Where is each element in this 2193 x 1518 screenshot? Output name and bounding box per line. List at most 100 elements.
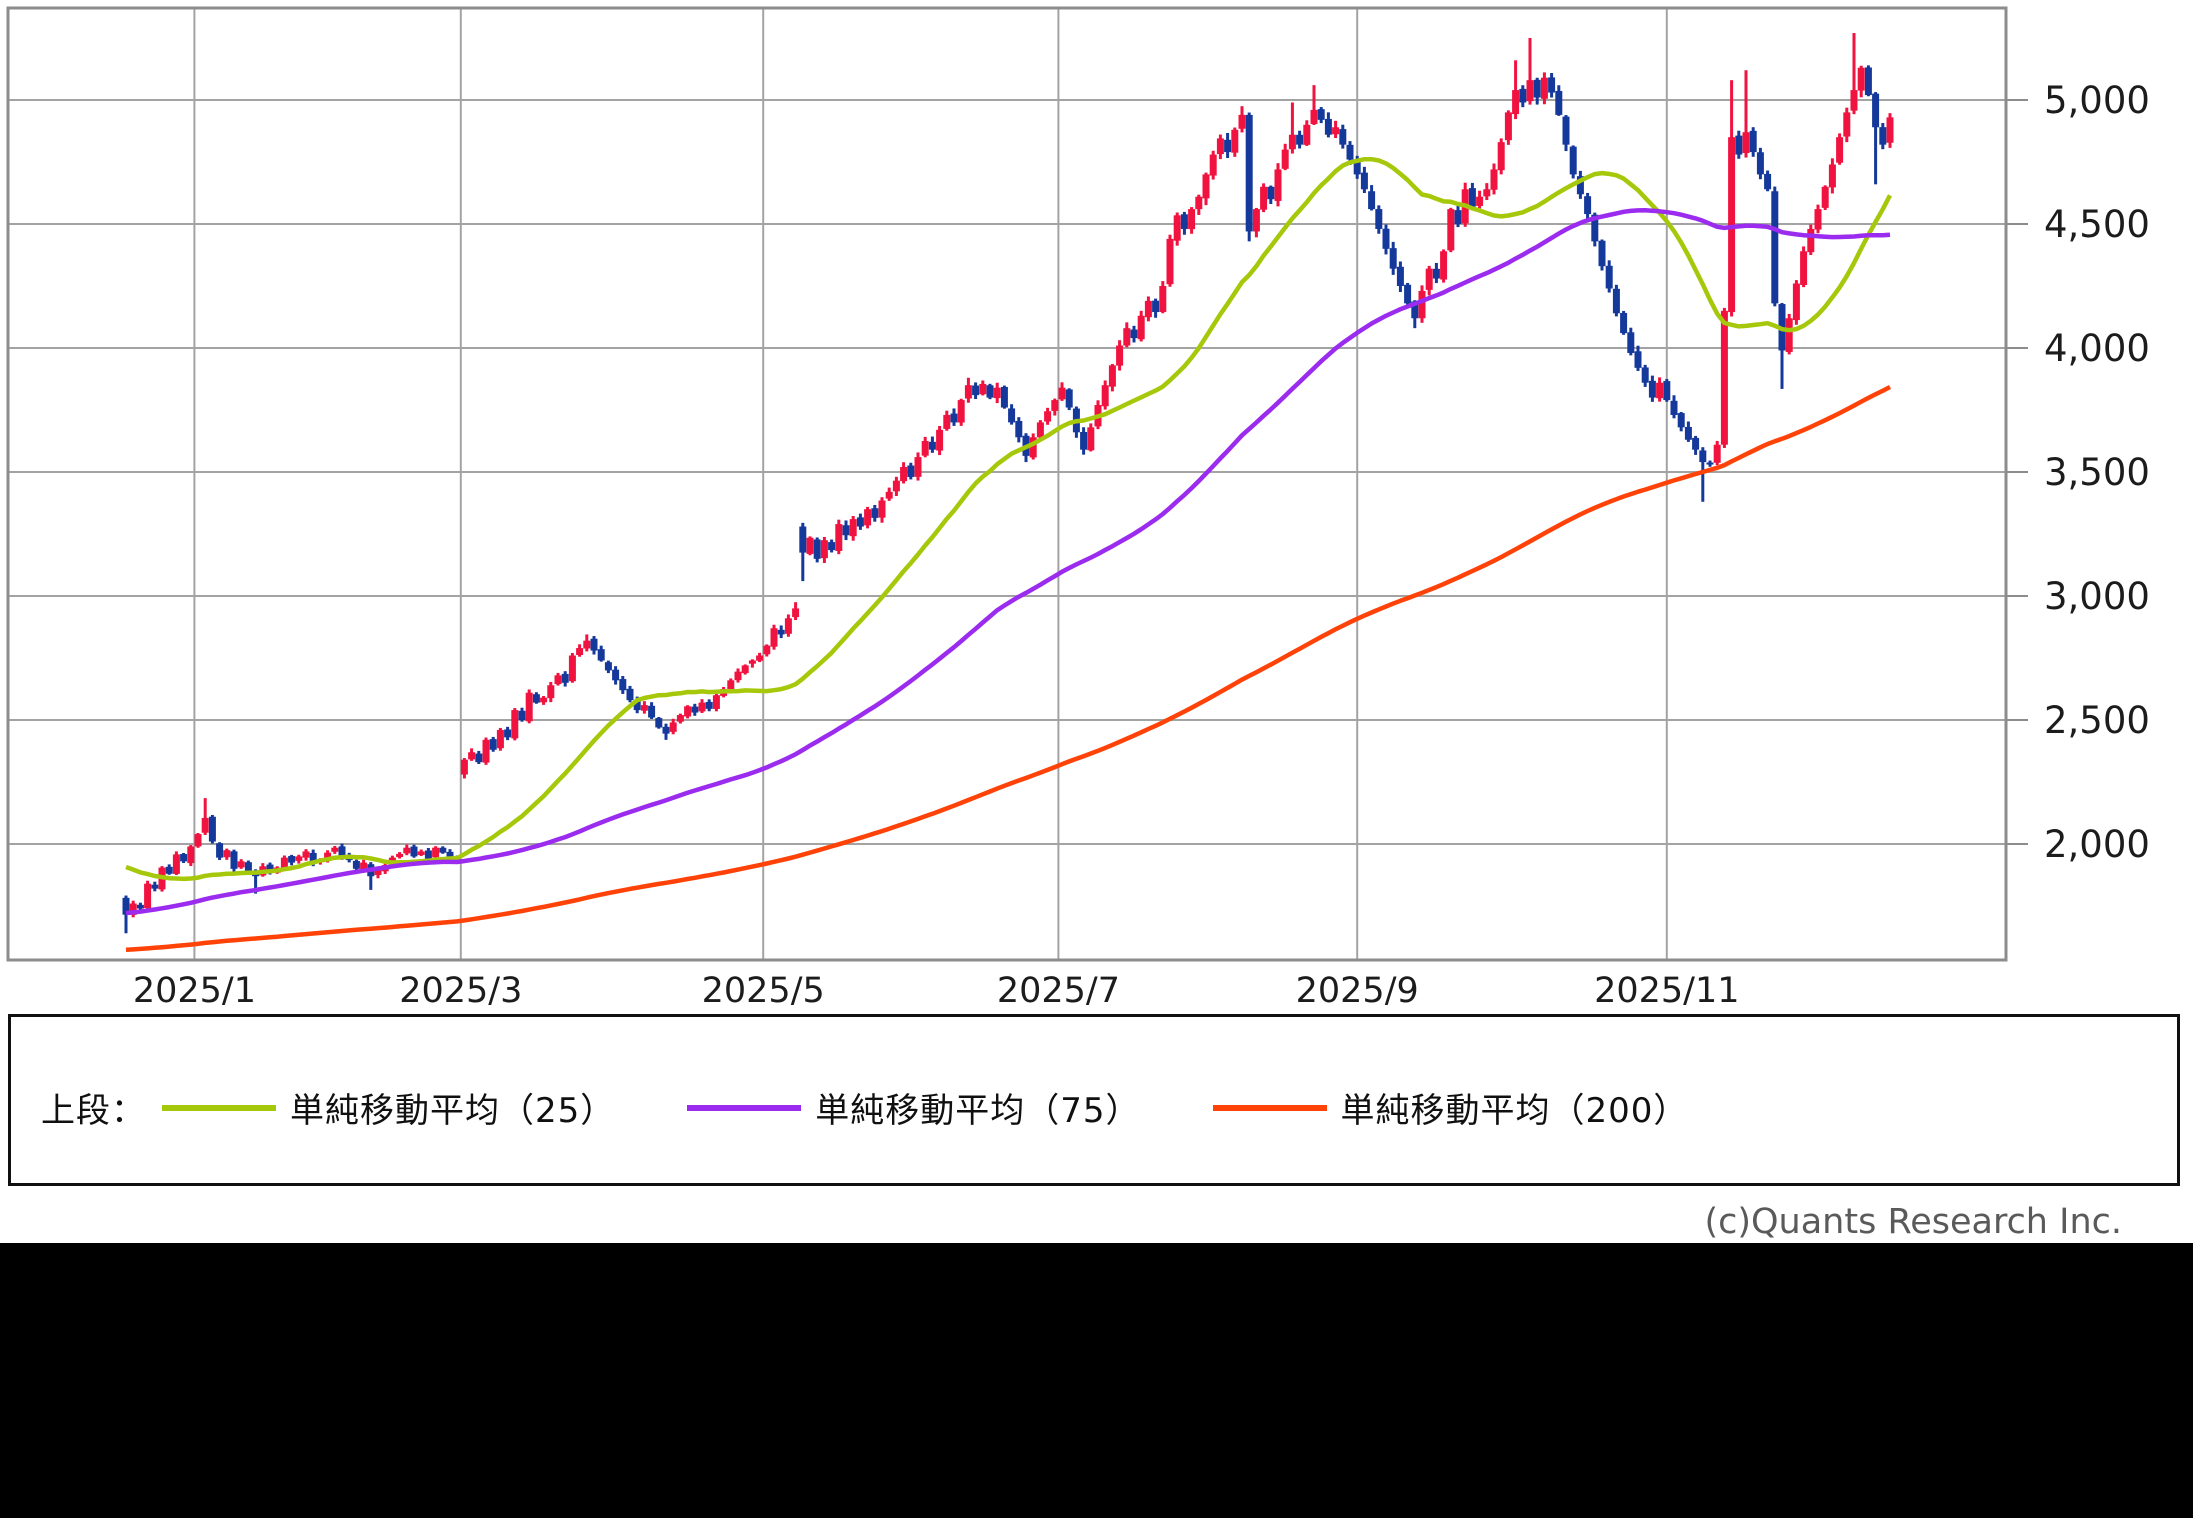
candle-body [129,903,137,915]
candle-body [288,856,296,863]
candle-body [1785,318,1793,352]
candle-body [1584,196,1592,215]
candle-body [885,491,893,499]
candle-body [1800,251,1808,285]
candle-body [928,441,936,450]
candle-body [741,665,749,674]
candle-body [460,759,468,775]
legend-item-sma25: 単純移動平均（25） [162,1083,615,1132]
candle-body [1108,365,1116,387]
candle-body [1612,288,1620,314]
candle-body [1332,127,1340,135]
candle-body [727,680,735,689]
candle-body [1569,146,1577,175]
candle-body [302,851,310,858]
candle-body [1144,300,1152,318]
candle-body [1562,116,1570,145]
candle-body [1346,144,1354,160]
sma-200-line [125,384,1892,953]
candle-body [1490,169,1498,190]
candle-body [986,385,994,398]
candle-body [1368,191,1376,210]
candle-body [777,629,785,635]
candle-body [1468,188,1476,207]
candle-body [547,685,555,699]
candle-body [612,669,620,681]
candle-body [201,817,209,833]
candle-body [1641,367,1649,383]
candle-wick [1744,70,1748,158]
candle-body [1850,90,1858,111]
candle-body [1555,90,1563,115]
candle-body [266,864,274,872]
candle-body [1627,332,1635,353]
candle-body [1195,196,1203,210]
candle-body [792,608,800,618]
candle-body [1051,400,1059,411]
candle-body [1209,154,1217,176]
candle-body [1512,90,1520,115]
candle-body [1821,186,1829,208]
candle-body [1447,209,1455,251]
candle-body [1137,315,1145,340]
candle-body [1159,286,1167,312]
candle-body [1519,88,1527,103]
candle-body [1296,134,1304,145]
sma-75-line [125,208,1891,916]
x-tick-label: 2025/9 [1296,971,1419,1011]
candle-body [914,457,922,477]
candle-body [1180,214,1188,229]
candle-body [568,655,576,682]
legend-row: 上段： 単純移動平均（25） 単純移動平均（75） 単純移動平均（200） [41,1083,1760,1132]
candle-wick [203,798,207,835]
candle-body [619,679,627,691]
y-tick-label: 2,500 [2044,699,2150,742]
candle-body [172,854,180,874]
candle-body [936,429,944,451]
candle-body [122,897,130,915]
candle-body [136,904,144,909]
candle-body [1101,385,1109,407]
y-tick-label: 4,000 [2044,327,2150,370]
candle-body [518,710,526,720]
candle-body [1828,164,1836,188]
candle-body [921,441,929,456]
candle-body [396,853,404,858]
candle-body [705,701,713,709]
y-tick-label: 3,000 [2044,575,2150,618]
candle-body [684,706,692,717]
candle-body [676,715,684,722]
candle-body [820,540,828,559]
sma75-line-swatch-icon [687,1104,802,1111]
candle-body [432,847,440,858]
candle-body [223,850,231,858]
candle-body [360,862,368,870]
candle-body [1288,134,1296,150]
candle-body [734,671,742,681]
candle-body [1087,427,1095,451]
x-tick-label: 2025/11 [1594,971,1739,1011]
candle-body [1000,386,1008,408]
candle-body [813,539,821,559]
x-tick-label: 2025/1 [133,971,256,1011]
candle-body [1152,300,1160,313]
candle-body [1814,209,1822,230]
candle-body [1504,112,1512,141]
candlestick-chart: 5,000 4,500 4,000 3,500 3,000 2,500 2,000 2025/… [6,6,2150,1011]
candle-body [295,856,303,861]
sma25-line-swatch-icon [162,1104,276,1111]
y-tick-label: 4,500 [2044,203,2150,246]
candle-body [194,834,202,847]
candle-body [338,846,346,857]
candle-body [907,465,915,477]
candle-body [1598,240,1606,267]
candle-body [1202,174,1210,199]
candle-body [892,480,900,492]
x-tick-label: 2025/5 [702,971,825,1011]
x-tick-label: 2025/3 [399,971,522,1011]
candle-body [244,862,252,873]
candle-body [640,705,648,711]
candle-body [424,850,432,859]
candle-body [1188,209,1196,230]
candle-body [1677,413,1685,428]
